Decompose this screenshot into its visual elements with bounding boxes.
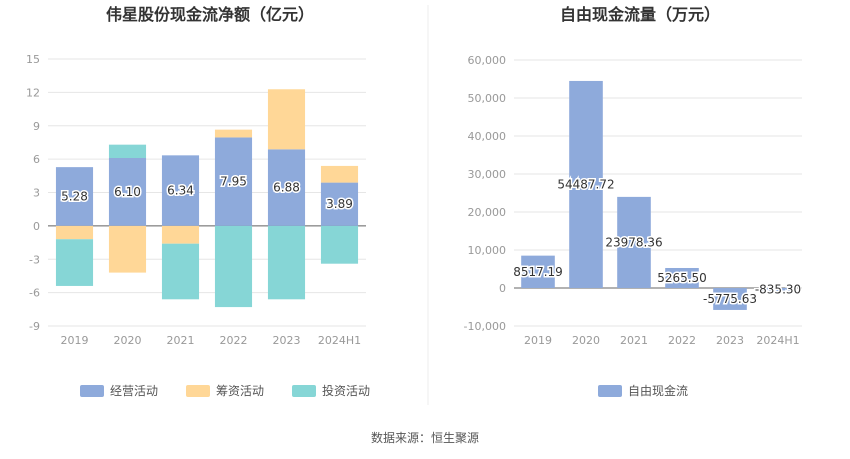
y-tick-label: -9 bbox=[29, 320, 40, 333]
data-label: 8517.19 bbox=[513, 265, 563, 279]
bar-经营活动-2023 bbox=[267, 149, 306, 226]
x-tick-label: 2019 bbox=[524, 334, 552, 347]
x-tick-label: 2022 bbox=[220, 334, 248, 347]
data-label: -835.30 bbox=[755, 283, 801, 297]
data-label: 5265.50 bbox=[657, 271, 707, 285]
x-tick-label: 2021 bbox=[167, 334, 195, 347]
y-tick-label: 60,000 bbox=[468, 54, 507, 67]
bar-筹资活动-2021 bbox=[161, 225, 200, 244]
data-label: 6.10 bbox=[114, 185, 141, 199]
y-tick-label: 0 bbox=[499, 282, 506, 295]
data-label: 54487.72 bbox=[557, 177, 614, 191]
bar-筹资活动-2023 bbox=[267, 89, 306, 150]
bar-筹资活动-2020 bbox=[108, 225, 147, 273]
source-note: 数据来源：恒生聚源 bbox=[371, 430, 479, 445]
bar-自由现金流-2024H1 bbox=[761, 288, 795, 292]
legend-swatch bbox=[292, 385, 316, 397]
bar-经营活动-2019 bbox=[55, 167, 94, 226]
x-tick-label: 2020 bbox=[572, 334, 600, 347]
y-tick-label: 10,000 bbox=[468, 244, 507, 257]
bar-投资活动-2021 bbox=[161, 243, 200, 300]
bar-自由现金流-2023 bbox=[713, 288, 747, 310]
y-tick-label: -10,000 bbox=[464, 320, 506, 333]
legend-label: 经营活动 bbox=[110, 384, 158, 398]
data-label: 6.34 bbox=[167, 184, 194, 198]
bar-经营活动-2024H1 bbox=[320, 182, 359, 226]
x-tick-label: 2024H1 bbox=[756, 334, 799, 347]
x-tick-label: 2024H1 bbox=[318, 334, 361, 347]
x-tick-label: 2023 bbox=[273, 334, 301, 347]
bar-自由现金流-2022 bbox=[665, 267, 699, 288]
data-label: 7.95 bbox=[220, 175, 247, 189]
y-tick-label: 30,000 bbox=[468, 168, 507, 181]
data-label: -5775.63 bbox=[703, 292, 757, 306]
bar-投资活动-2022 bbox=[214, 225, 253, 308]
y-tick-label: 20,000 bbox=[468, 206, 507, 219]
x-tick-label: 2020 bbox=[114, 334, 142, 347]
freecashflow-chart: 60,000 50,000 40,000 30,000 20,000 10,000 0 -10… bbox=[464, 54, 803, 347]
legend-swatch bbox=[598, 385, 622, 397]
bar-经营活动-2021 bbox=[161, 155, 200, 226]
chart-title-cashflow: 伟星股份现金流净额（亿元） bbox=[106, 5, 314, 24]
x-tick-label: 2023 bbox=[716, 334, 744, 347]
cashflow-chart: 15 12 9 6 3 0 -3 -6 -9 2019 5.28 2020 6.10 2021 6.34 20… bbox=[26, 53, 366, 347]
y-tick-label: -6 bbox=[29, 287, 40, 300]
legend-label: 投资活动 bbox=[322, 383, 370, 398]
data-label: 3.89 bbox=[326, 197, 353, 211]
bar-自由现金流-2020 bbox=[569, 80, 603, 289]
chart-title-freecashflow: 自由现金流量（万元） bbox=[560, 5, 720, 24]
bar-筹资活动-2019 bbox=[55, 225, 94, 240]
legend-label: 自由现金流 bbox=[628, 383, 688, 398]
y-tick-label: 50,000 bbox=[468, 92, 507, 105]
bar-自由现金流-2019 bbox=[521, 255, 555, 288]
data-label: 23978.36 bbox=[605, 235, 662, 249]
y-tick-label: 9 bbox=[33, 120, 40, 133]
y-tick-label: 6 bbox=[33, 153, 40, 166]
bar-投资活动-2019 bbox=[55, 239, 94, 286]
x-tick-label: 2022 bbox=[668, 334, 696, 347]
bar-筹资活动-2022 bbox=[214, 129, 253, 138]
y-tick-label: -3 bbox=[29, 253, 40, 266]
bar-经营活动-2020 bbox=[108, 158, 147, 226]
bar-投资活动-2024H1 bbox=[320, 225, 359, 264]
x-tick-label: 2021 bbox=[620, 334, 648, 347]
bar-筹资活动-2024H1 bbox=[320, 165, 359, 183]
bar-投资活动-2023 bbox=[267, 225, 306, 300]
bar-经营活动-2022 bbox=[214, 137, 253, 226]
y-tick-label: 0 bbox=[33, 220, 40, 233]
bar-自由现金流-2021 bbox=[617, 196, 651, 288]
y-tick-label: 15 bbox=[26, 53, 40, 66]
data-label: 6.88 bbox=[273, 181, 300, 195]
bar-投资活动-2020 bbox=[108, 144, 147, 159]
x-tick-label: 2019 bbox=[61, 334, 89, 347]
freecashflow-legend: 自由现金流 bbox=[598, 383, 688, 398]
cashflow-legend: 经营活动 筹资活动 投资活动 bbox=[80, 383, 370, 398]
y-tick-label: 12 bbox=[26, 86, 40, 99]
legend-swatch bbox=[186, 385, 210, 397]
y-tick-label: 40,000 bbox=[468, 130, 507, 143]
data-label: 5.28 bbox=[61, 190, 88, 204]
legend-label: 筹资活动 bbox=[216, 384, 264, 398]
y-tick-label: 3 bbox=[33, 187, 40, 200]
legend-swatch bbox=[80, 385, 104, 397]
